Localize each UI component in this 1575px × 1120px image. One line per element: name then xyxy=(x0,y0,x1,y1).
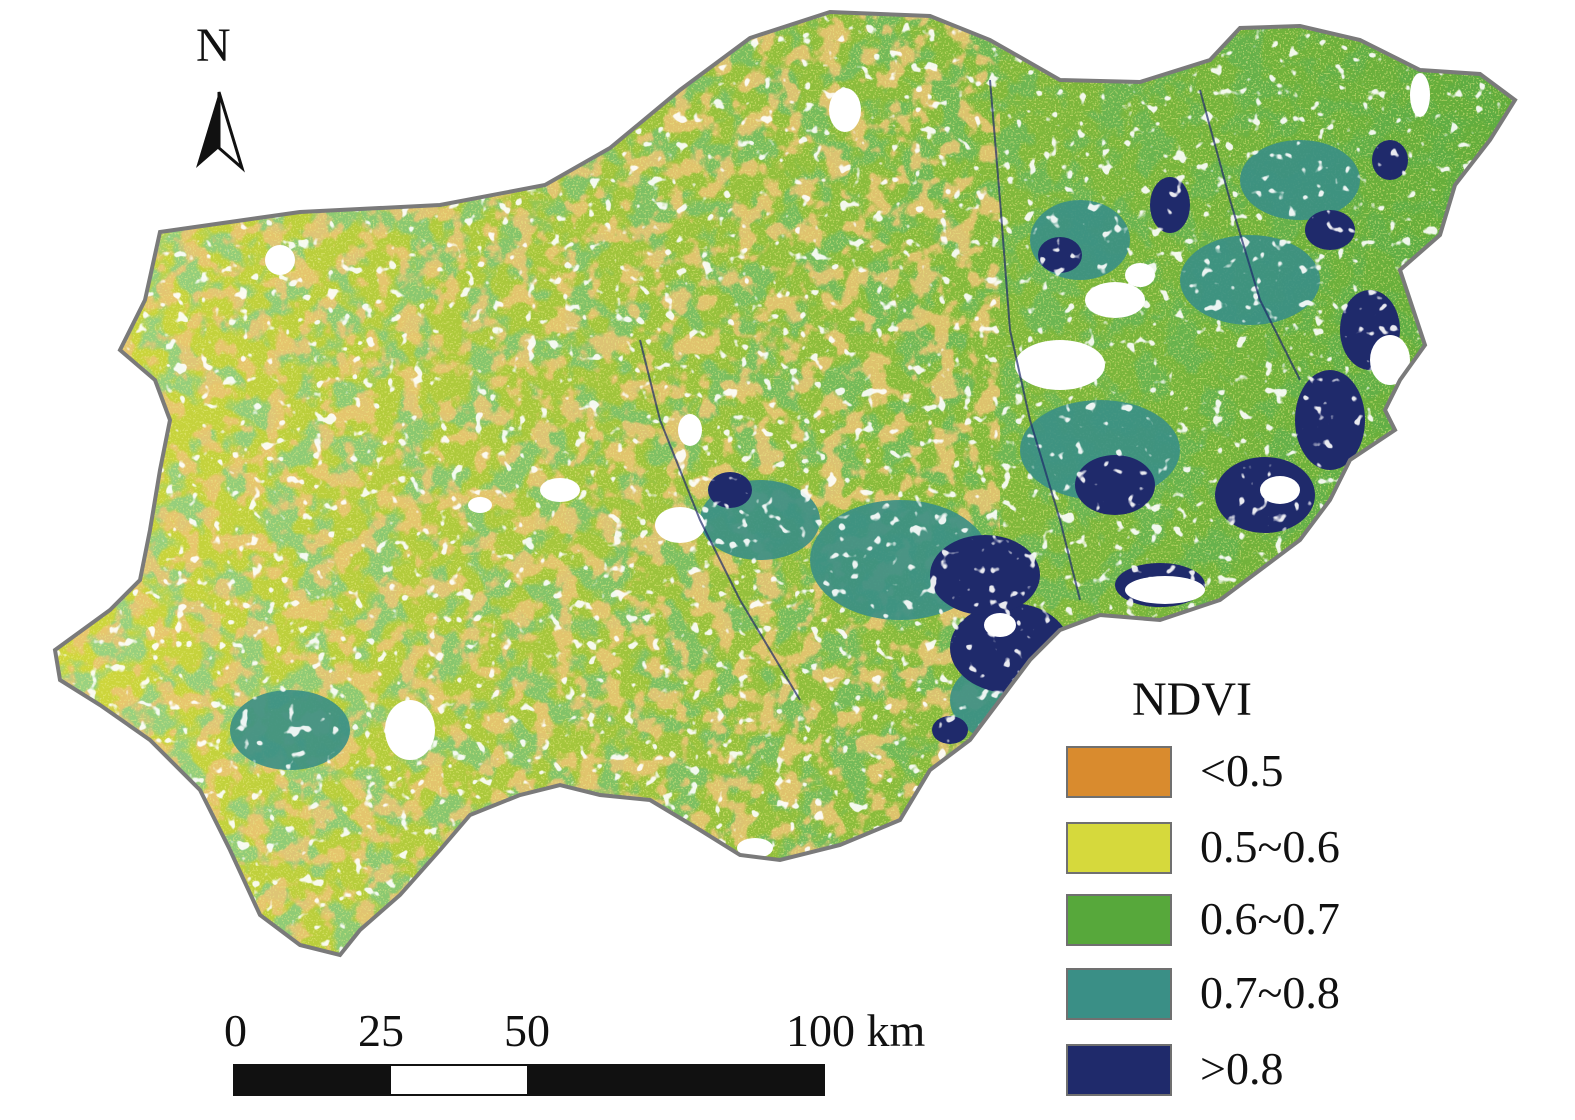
ndvi-rivers xyxy=(639,79,1301,701)
legend-label: 0.6~0.7 xyxy=(1200,893,1340,944)
legend-swatch xyxy=(1066,968,1172,1020)
legend-item: >0.8 xyxy=(1066,1043,1486,1104)
scale-bar-segment xyxy=(233,1064,389,1096)
legend-swatch xyxy=(1066,746,1172,798)
legend-item: 0.7~0.8 xyxy=(1066,967,1486,1028)
ndvi-nodata-patches xyxy=(265,73,1430,858)
scale-bar xyxy=(233,1064,825,1096)
scale-tick-label: 0 xyxy=(224,1005,247,1056)
scale-tick-label: 50 xyxy=(504,1005,550,1056)
scale-bar-segment xyxy=(529,1064,825,1096)
legend-item: 0.6~0.7 xyxy=(1066,893,1486,954)
scale-bar-segment xyxy=(389,1064,529,1096)
north-label: N xyxy=(196,19,231,72)
legend-item: <0.5 xyxy=(1066,745,1486,806)
scale-tick-label: 100 km xyxy=(786,1005,926,1056)
legend-title: NDVI xyxy=(1132,673,1252,726)
legend-swatch xyxy=(1066,822,1172,874)
legend-label: <0.5 xyxy=(1200,745,1284,796)
legend-swatch xyxy=(1066,1044,1172,1096)
scale-tick-label: 25 xyxy=(358,1005,404,1056)
north-arrow-icon xyxy=(196,91,245,173)
region-boundary xyxy=(52,9,1518,958)
legend-item: 0.5~0.6 xyxy=(1066,821,1486,882)
legend-label: >0.8 xyxy=(1200,1043,1284,1094)
legend-label: 0.5~0.6 xyxy=(1200,821,1340,872)
legend-label: 0.7~0.8 xyxy=(1200,967,1340,1018)
legend-swatch xyxy=(1066,894,1172,946)
